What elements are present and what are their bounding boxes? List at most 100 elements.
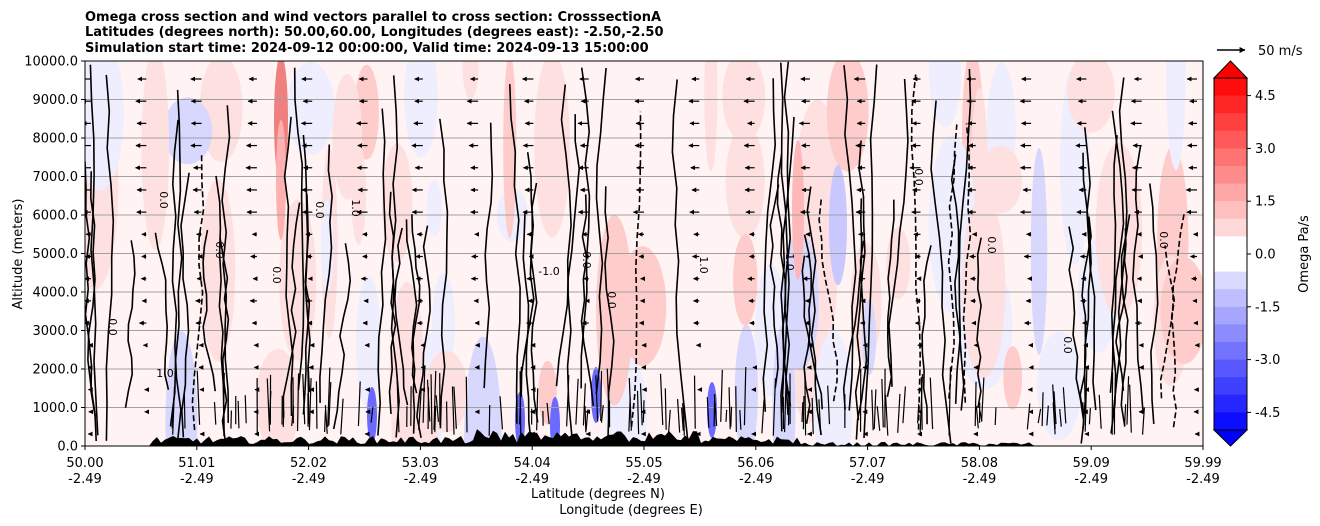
colorbar-segment: [1214, 95, 1247, 114]
x-tick-label-lon: -2.49: [627, 472, 661, 487]
quiver-key-label: 50 m/s: [1258, 44, 1303, 59]
contour-label: 0.0: [985, 236, 998, 254]
omega-fill-region: [733, 233, 758, 326]
x-tick-label-lon: -2.49: [851, 472, 885, 487]
contour-line: [393, 227, 409, 406]
contour-line: [801, 255, 823, 410]
contour-line: [930, 100, 952, 444]
contour-line: [85, 161, 96, 417]
contour-line-low: [920, 377, 923, 430]
contour-line: [560, 84, 573, 437]
x-tick-label-lon: -2.49: [180, 472, 214, 487]
contour-line-low: [328, 382, 332, 426]
y-tick-label: 6000.0: [33, 209, 79, 224]
contour-line-low: [488, 404, 491, 436]
x-tick-label-lat: 53.03: [402, 456, 439, 471]
contour-line: [976, 237, 982, 409]
contour-line-low: [783, 369, 787, 433]
contour-line-low: [196, 370, 201, 425]
contour-line: [803, 234, 813, 424]
contour-line: [595, 67, 607, 394]
contour-label: 0.0: [1157, 231, 1170, 249]
omega-fill-region: [1030, 147, 1048, 355]
contour-line-low: [1126, 376, 1130, 425]
x-tick-label-lat: 57.07: [849, 456, 886, 471]
contour-line: [319, 144, 333, 403]
contour-line-low: [222, 372, 225, 430]
omega-fill-region: [1067, 61, 1115, 133]
contour-line-low: [1123, 404, 1127, 427]
contour-line: [762, 78, 777, 412]
contour-line-low: [430, 374, 433, 435]
contour-line-low: [659, 373, 664, 426]
contour-line-low: [1084, 367, 1088, 432]
y-tick-label: 0.0: [57, 440, 78, 455]
contour-line-low: [1046, 405, 1049, 426]
x-axis-label-lat: Latitude (degrees N): [531, 487, 665, 502]
contour-line-low: [1141, 407, 1145, 435]
contour-line-low: [801, 402, 804, 423]
contour-line-low: [811, 397, 814, 435]
contour-line-low: [433, 370, 437, 430]
contour-line-low: [327, 367, 331, 427]
x-tick-label-lon: -2.49: [1186, 472, 1220, 487]
contour-line: [1079, 216, 1092, 415]
contour-line-low: [1026, 403, 1031, 430]
contour-line-low: [357, 381, 361, 427]
omega-fill-region: [287, 61, 335, 156]
contour-line: [221, 105, 231, 423]
contour-line-low: [743, 366, 747, 426]
contour-line-low: [739, 410, 742, 430]
contour-line: [483, 122, 494, 389]
contour-line: [888, 78, 909, 387]
contour-line: [405, 219, 418, 434]
contour-line: [1110, 135, 1118, 434]
contour-line-low: [1052, 402, 1056, 435]
colorbar-tick-label: 1.5: [1255, 195, 1276, 210]
contour-line-low: [434, 405, 437, 433]
x-tick-label-lat: 58.08: [961, 456, 998, 471]
x-tick-label-lon: -2.49: [1074, 472, 1108, 487]
x-tick-label-lon: -2.49: [404, 472, 438, 487]
contour-line-low: [324, 409, 327, 433]
contour-line-low: [706, 397, 710, 428]
x-axis-label-lon: Longitude (degrees E): [559, 503, 703, 518]
contour-line-low: [725, 409, 728, 422]
omega-fill-region: [141, 61, 170, 250]
contour-line-low: [213, 402, 217, 425]
contour-line: [1082, 152, 1092, 429]
contour-line-low: [730, 406, 733, 427]
contour-line-low: [308, 378, 312, 431]
contour-line: [283, 116, 294, 417]
contour-line-low: [994, 407, 997, 426]
contour-line-low: [595, 375, 599, 422]
title-line-1: Omega cross section and wind vectors par…: [85, 10, 661, 25]
contour-line-low: [1053, 391, 1057, 425]
contour-line: [947, 124, 958, 399]
x-tick-label-lat: 59.09: [1073, 456, 1110, 471]
contour-line-low: [1037, 408, 1042, 424]
x-tick-label-lon: -2.49: [515, 472, 549, 487]
colorbar-segment: [1214, 148, 1247, 167]
omega-fill-region: [382, 143, 413, 263]
terrain: [85, 429, 1203, 446]
omega-fill-region: [929, 61, 962, 127]
omega-fill-region: [332, 73, 363, 200]
contour-line-low: [465, 376, 468, 433]
contour-line-low: [735, 386, 737, 433]
contour-line: [282, 202, 301, 419]
contour-line-low: [713, 394, 716, 427]
contour-line: [783, 61, 792, 416]
omega-fill-region: [979, 145, 1022, 214]
contour-line: [806, 186, 822, 436]
contour-line: [154, 232, 170, 390]
colorbar-tick-label: 0.0: [1255, 248, 1276, 263]
colorbar-segment: [1214, 324, 1247, 343]
colorbar-segment: [1214, 306, 1247, 325]
contour-line: [910, 74, 922, 430]
contour-line-low: [948, 367, 952, 436]
contour-line-low: [827, 385, 831, 425]
colorbar-segment: [1214, 342, 1247, 361]
contour-line-low: [340, 398, 344, 435]
